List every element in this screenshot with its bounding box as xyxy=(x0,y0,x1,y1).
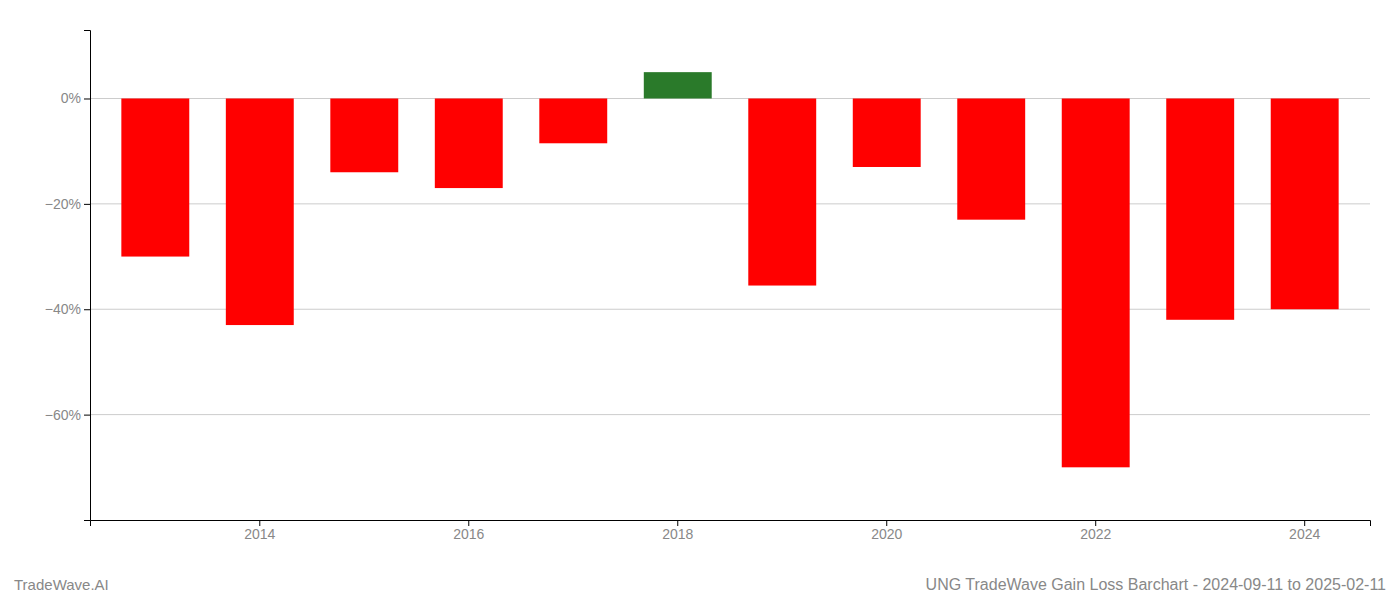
x-axis-line xyxy=(91,521,1371,527)
y-tick-mark xyxy=(84,98,90,99)
bar xyxy=(435,98,503,188)
y-tick-mark xyxy=(84,204,90,205)
x-tick: 2024 xyxy=(1289,520,1320,542)
x-tick-label: 2016 xyxy=(453,526,484,542)
bar xyxy=(748,98,816,285)
x-tick: 2022 xyxy=(1080,520,1111,542)
x-tick-label: 2024 xyxy=(1289,526,1320,542)
x-tick-label: 2018 xyxy=(662,526,693,542)
grid xyxy=(90,98,1370,414)
y-tick-mark xyxy=(84,415,90,416)
chart: 0% −20% −40% −60% 2014 2016 2018 2020 2022 2024 UN… xyxy=(0,0,1400,600)
x-tick-label: 2014 xyxy=(244,526,275,542)
title: UNG TradeWave Gain Loss Barchart - 2024-… xyxy=(926,576,1386,593)
plot: 0% −20% −40% −60% 2014 2016 2018 2020 2022 2024 xyxy=(45,31,1371,542)
y-tick-label: −40% xyxy=(45,301,81,317)
bar xyxy=(957,98,1025,219)
y-tick: −20% xyxy=(45,196,90,212)
y-tick: −60% xyxy=(45,407,90,423)
bar xyxy=(1166,98,1234,319)
x-tick: 2014 xyxy=(244,520,275,542)
y-tick: −40% xyxy=(45,301,90,317)
bar xyxy=(644,72,712,98)
bar xyxy=(121,98,189,256)
bar xyxy=(226,98,294,325)
x-tick-label: 2022 xyxy=(1080,526,1111,542)
x-axis: 2014 2016 2018 2020 2022 2024 xyxy=(91,520,1371,542)
x-tick-label: 2020 xyxy=(871,526,902,542)
y-tick-label: −60% xyxy=(45,407,81,423)
bar xyxy=(853,98,921,166)
y-axis-line xyxy=(84,31,91,521)
annotation: TradeWave.AI xyxy=(14,576,109,593)
y-tick-label: −20% xyxy=(45,196,81,212)
bar xyxy=(539,98,607,143)
bar xyxy=(330,98,398,172)
bar xyxy=(1062,98,1130,467)
grid-line xyxy=(90,414,1370,415)
x-tick: 2018 xyxy=(662,520,693,542)
bars xyxy=(121,72,1338,467)
y-tick-label: 0% xyxy=(61,90,81,106)
y-axis: 0% −20% −40% −60% xyxy=(45,31,91,521)
y-tick: 0% xyxy=(61,90,90,106)
bar xyxy=(1271,98,1339,309)
x-tick: 2020 xyxy=(871,520,902,542)
y-tick-mark xyxy=(84,309,90,310)
x-tick: 2016 xyxy=(453,520,484,542)
